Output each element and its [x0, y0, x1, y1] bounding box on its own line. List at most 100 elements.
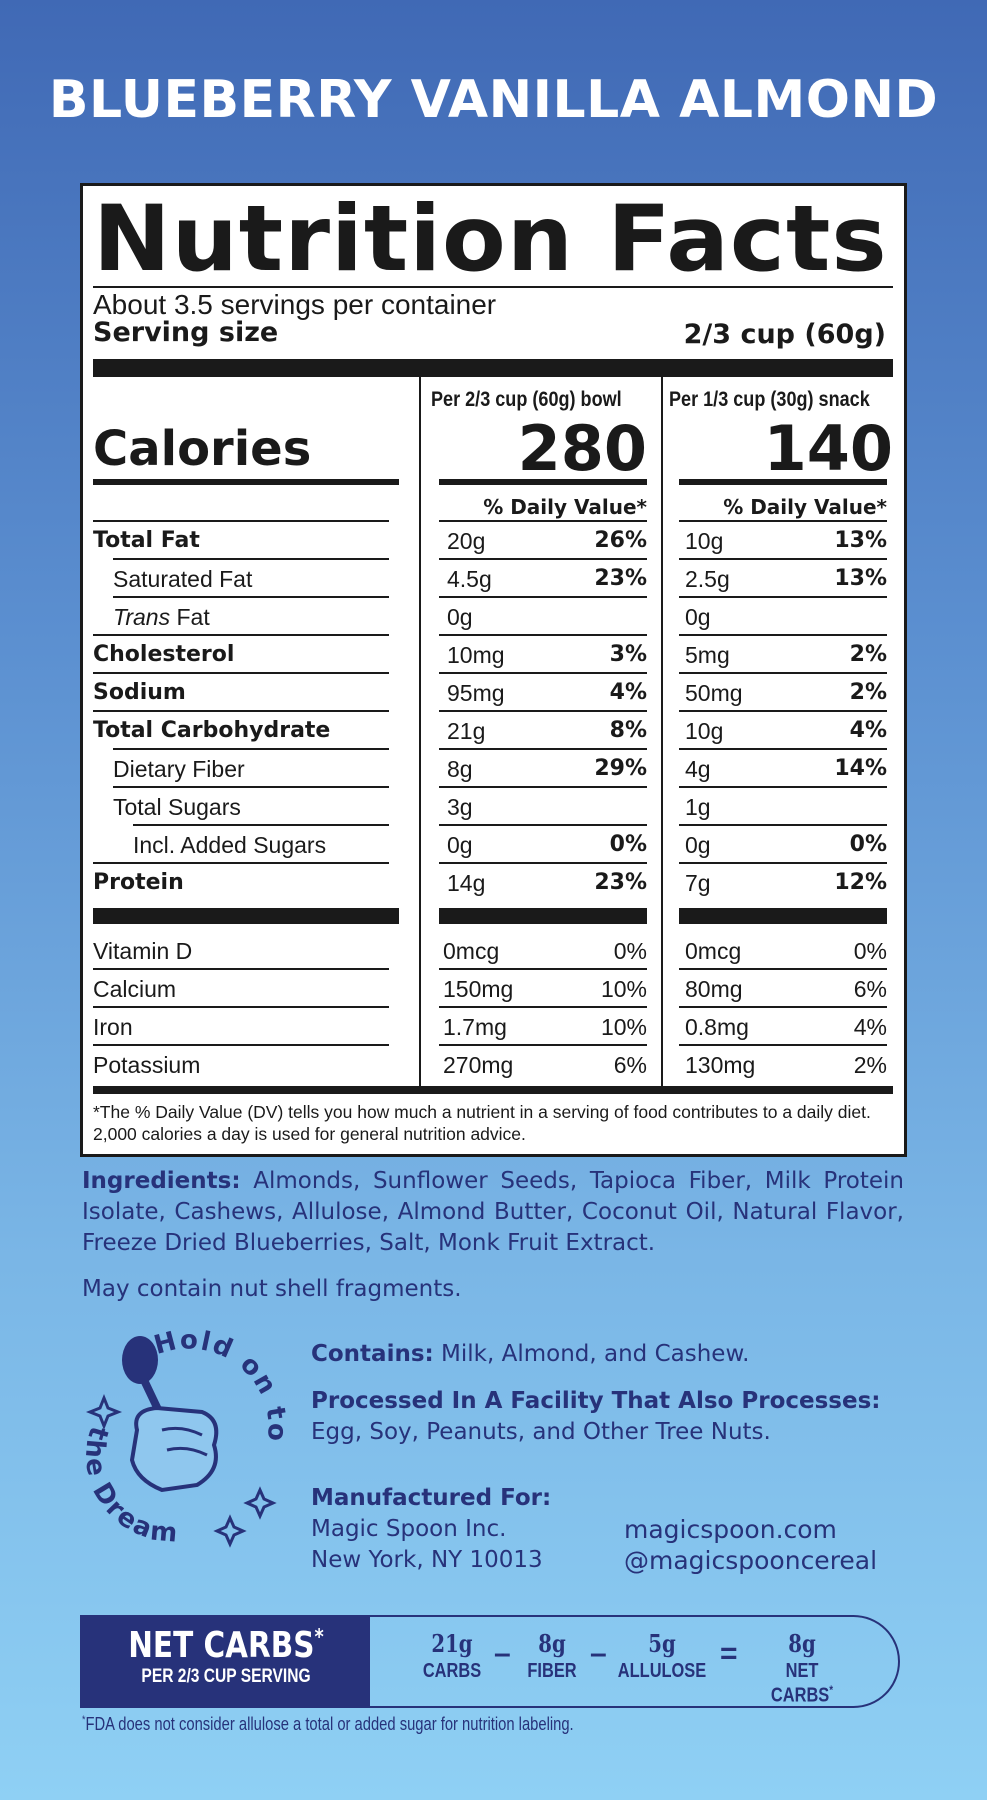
row-divider — [679, 672, 887, 674]
nutrient-snack-pct: 13% — [834, 566, 887, 591]
nutrient-snack-pct: 12% — [834, 870, 887, 895]
nutrient-snack-amt: 5mg — [685, 642, 730, 668]
nutrient-label: Trans Fat — [113, 604, 210, 630]
sparkle-icon — [243, 1486, 277, 1520]
row-divider — [439, 748, 647, 750]
row-divider — [439, 672, 647, 674]
nutrient-label: Incl. Added Sugars — [133, 832, 327, 858]
row-divider — [439, 710, 647, 712]
nutrient-snack-pct: 4% — [849, 718, 887, 743]
manufacturer-label: Manufactured For: — [311, 1485, 552, 1511]
row-divider — [93, 634, 389, 636]
row-divider — [679, 634, 887, 636]
vitamin-label: Potassium — [93, 1052, 201, 1078]
nutrition-facts-panel: Nutrition Facts About 3.5 servings per c… — [80, 183, 907, 1157]
social-handle[interactable]: @magicspooncereal — [624, 1546, 878, 1575]
row-divider — [439, 1006, 647, 1008]
bowl-dv-header: % Daily Value* — [483, 495, 647, 519]
row-divider — [439, 862, 647, 864]
vitamin-bowl-pct: 0% — [613, 938, 647, 964]
nutrient-bowl-amt: 95mg — [447, 680, 505, 706]
row-divider — [439, 520, 647, 522]
net-carbs-label-block: NET CARBS* PER 2/3 CUP SERVING — [82, 1617, 370, 1706]
thick-divider — [93, 359, 893, 377]
row-divider — [439, 1044, 647, 1046]
row-divider — [93, 710, 389, 712]
vitamin-snack-pct: 6% — [853, 976, 887, 1002]
vitamin-snack-amt: 0mcg — [685, 938, 742, 964]
vitamin-snack-pct: 2% — [853, 1052, 887, 1078]
protein-bar — [93, 908, 399, 924]
nutrient-snack-amt: 7g — [685, 870, 711, 896]
nutrient-label: Sodium — [93, 680, 186, 705]
minus-operator: – — [590, 1637, 607, 1670]
row-divider — [679, 520, 887, 522]
row-divider — [113, 786, 389, 788]
nutrient-snack-pct: 0% — [849, 832, 887, 857]
vitamin-bowl-amt: 150mg — [443, 976, 514, 1002]
hold-on-to-the-dream-badge: Hold on to the Dream — [82, 1330, 290, 1549]
website-link[interactable]: magicspoon.com — [624, 1515, 837, 1544]
net-carbs-fiber: 8g FIBER — [527, 1629, 577, 1682]
fda-note: *FDA does not consider allulose a total … — [82, 1714, 574, 1734]
net-carbs-title: NET CARBS* — [128, 1625, 324, 1666]
row-divider — [679, 862, 887, 864]
facility-block: Processed In A Facility That Also Proces… — [311, 1386, 880, 1448]
contains-label: Contains: — [311, 1341, 434, 1367]
row-divider — [439, 968, 647, 970]
nutrient-bowl-amt: 8g — [447, 756, 473, 782]
nutrient-label: Protein — [93, 870, 184, 895]
row-divider — [93, 672, 389, 674]
calories-bar — [679, 479, 887, 485]
calories-bar — [93, 479, 399, 485]
nutrient-label: Total Carbohydrate — [93, 718, 331, 743]
net-carbs-carbs: 21g CARBS — [422, 1629, 482, 1682]
nutrient-snack-pct: 14% — [834, 756, 887, 781]
nutrient-bowl-amt: 0g — [447, 832, 473, 858]
snack-calories: 140 — [763, 412, 893, 485]
row-divider — [439, 558, 647, 560]
bowl-calories: 280 — [517, 412, 647, 485]
footer-bar — [93, 1086, 893, 1094]
daily-value-footnote: *The % Daily Value (DV) tells you how mu… — [93, 1102, 871, 1144]
nutrient-label: Dietary Fiber — [113, 756, 245, 782]
facility-label: Processed In A Facility That Also Proces… — [311, 1388, 881, 1414]
snack-column-header: Per 1/3 cup (30g) snack — [669, 388, 870, 411]
nutrient-snack-pct: 2% — [849, 680, 887, 705]
vitamin-label: Iron — [93, 1014, 133, 1040]
row-divider — [679, 1044, 887, 1046]
row-divider — [113, 596, 389, 598]
vitamin-bowl-amt: 270mg — [443, 1052, 514, 1078]
vitamin-snack-amt: 80mg — [685, 976, 743, 1002]
row-divider — [93, 1044, 389, 1046]
net-carbs-allulose: 5g ALLULOSE — [617, 1629, 707, 1682]
column-separator — [419, 377, 421, 1089]
row-divider — [439, 824, 647, 826]
calories-label: Calories — [93, 421, 312, 477]
row-divider — [93, 862, 389, 864]
nutrient-snack-pct: 2% — [849, 642, 887, 667]
ingredients-label: Ingredients: — [82, 1168, 241, 1194]
bowl-column-header: Per 2/3 cup (60g) bowl — [431, 388, 622, 411]
row-divider — [439, 596, 647, 598]
nutrient-bowl-pct: 8% — [609, 718, 647, 743]
contact-block: magicspoon.com @magicspooncereal — [624, 1514, 877, 1576]
nutrient-bowl-amt: 10mg — [447, 642, 505, 668]
vitamin-snack-amt: 130mg — [685, 1052, 756, 1078]
nutrient-label: Total Fat — [93, 528, 200, 553]
vitamin-snack-pct: 0% — [853, 938, 887, 964]
manufacturer-block: Manufactured For: Magic Spoon Inc. New Y… — [311, 1483, 551, 1576]
net-carbs-subtitle: PER 2/3 CUP SERVING — [141, 1666, 311, 1687]
servings-per-container: About 3.5 servings per container — [93, 289, 497, 320]
contains-text: Milk, Almond, and Cashew. — [433, 1341, 750, 1367]
nutrient-label: Cholesterol — [93, 642, 235, 667]
row-divider — [113, 748, 389, 750]
row-divider — [133, 824, 389, 826]
nutrient-bowl-pct: 29% — [594, 756, 647, 781]
snack-dv-header: % Daily Value* — [723, 495, 887, 519]
ingredients: Ingredients: Almonds, Sunflower Seeds, T… — [82, 1166, 904, 1259]
shell-warning: May contain nut shell fragments. — [82, 1276, 462, 1302]
vitamin-bowl-pct: 10% — [600, 976, 647, 1002]
vitamin-snack-pct: 4% — [853, 1014, 887, 1040]
row-divider — [439, 634, 647, 636]
